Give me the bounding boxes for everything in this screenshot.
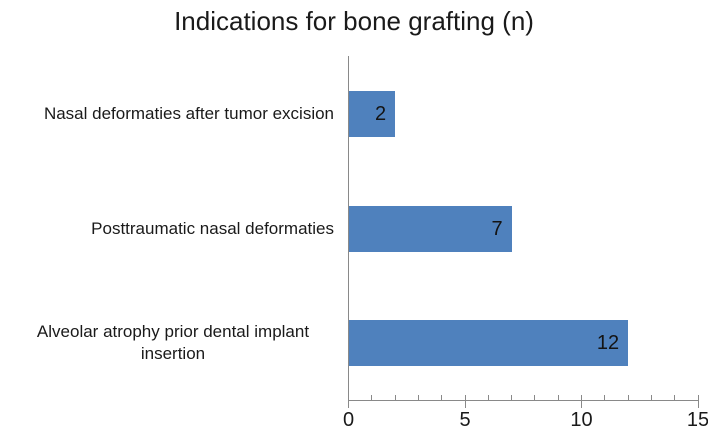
x-major-tick — [464, 394, 466, 408]
x-axis-line — [348, 400, 699, 401]
x-major-tick — [348, 394, 349, 408]
x-tick-label: 0 — [342, 408, 355, 431]
x-minor-tick — [534, 395, 536, 401]
x-minor-tick — [557, 395, 559, 401]
bar: 12 — [348, 320, 629, 367]
x-major-tick — [581, 394, 582, 408]
x-tick-label: 15 — [686, 408, 708, 431]
x-minor-tick — [650, 395, 652, 401]
x-minor-tick — [394, 395, 396, 401]
bar: 7 — [348, 205, 512, 252]
x-minor-tick — [511, 395, 513, 401]
x-tick-label: 5 — [459, 408, 471, 431]
bar: 2 — [348, 91, 396, 138]
x-minor-tick — [604, 395, 606, 401]
category-label: Posttraumatic nasal deformaties — [91, 218, 334, 238]
x-minor-tick — [627, 395, 629, 401]
chart-title: Indications for bone grafting (n) — [174, 6, 534, 36]
x-minor-tick — [487, 395, 489, 401]
bar-value-label: 2 — [374, 103, 387, 126]
x-minor-tick — [417, 395, 419, 401]
x-minor-tick — [371, 395, 373, 401]
x-minor-tick — [674, 395, 676, 401]
bar-value-label: 12 — [596, 332, 620, 355]
x-tick-label: 10 — [570, 408, 593, 431]
x-major-tick — [697, 394, 699, 408]
x-minor-tick — [441, 395, 443, 401]
bar-value-label: 7 — [491, 217, 503, 240]
category-label: Alveolar atrophy prior dental implant in… — [36, 322, 310, 364]
category-label: Nasal deformaties after tumor excision — [43, 104, 334, 124]
